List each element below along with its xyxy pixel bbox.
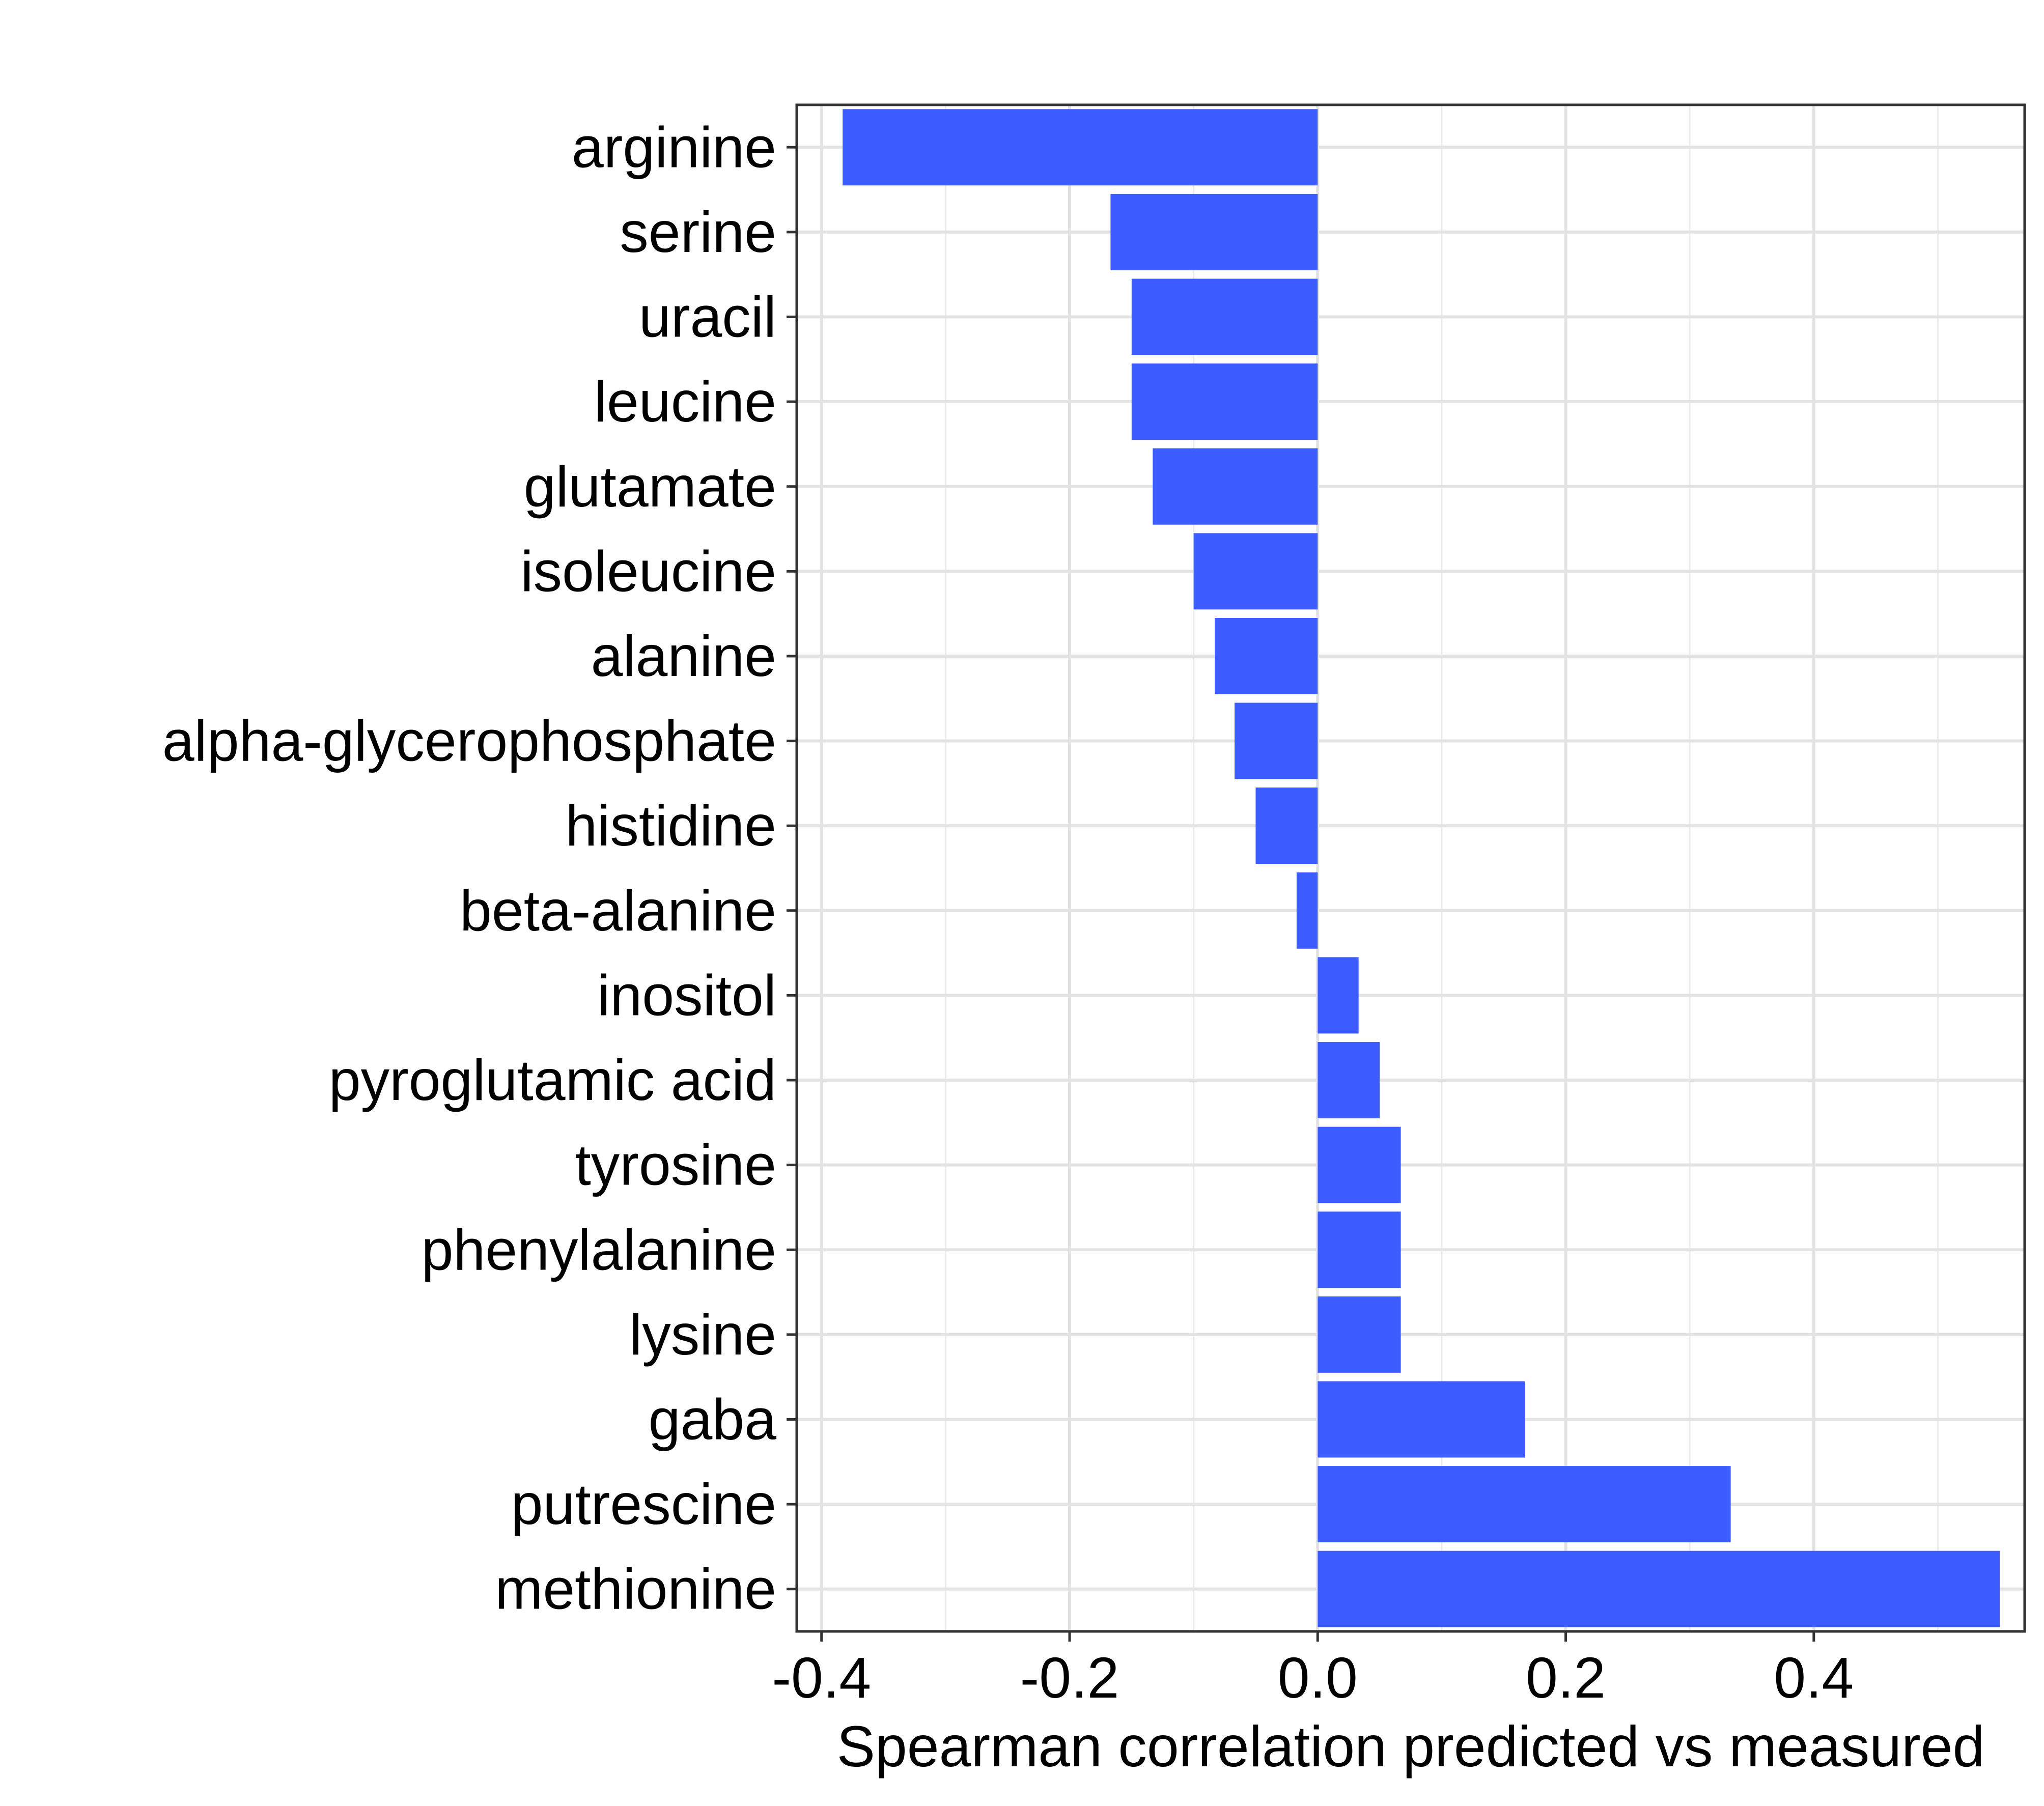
plot-border xyxy=(795,103,2026,1633)
x-axis: -0.4 -0.2 0.0 0.2 0.4 xyxy=(772,1631,1854,1710)
bar-gaba xyxy=(1318,1381,1525,1458)
y-tick-label: glutamate xyxy=(524,455,776,519)
x-tick-label: 0.0 xyxy=(1278,1646,1358,1710)
y-tick-label: methionine xyxy=(495,1557,776,1621)
y-tick-label: putrescine xyxy=(511,1472,776,1536)
bar-tyrosine xyxy=(1318,1126,1401,1203)
y-axis: arginine serine uracil leucine glutamate isol… xyxy=(162,115,797,1621)
bars xyxy=(843,109,2000,1627)
y-tick-label: histidine xyxy=(565,794,776,858)
y-tick-label: tyrosine xyxy=(575,1133,776,1197)
bar-histidine xyxy=(1255,787,1318,864)
bar-glutamate xyxy=(1153,448,1318,525)
y-tick-label: uracil xyxy=(639,285,776,349)
bar-inositol xyxy=(1318,957,1359,1034)
y-tick-label: serine xyxy=(620,200,776,264)
bar-putrescine xyxy=(1318,1466,1731,1543)
y-tick-label: leucine xyxy=(594,370,776,434)
y-tick-label: alpha-glycerophosphate xyxy=(162,709,776,773)
grid-lines xyxy=(797,105,2025,1631)
bar-lysine xyxy=(1318,1296,1401,1373)
x-axis-title: Spearman correlation predicted vs measur… xyxy=(837,1714,1985,1779)
bar-isoleucine xyxy=(1193,533,1318,610)
x-tick-label: -0.4 xyxy=(772,1646,871,1710)
y-tick-label: isoleucine xyxy=(520,539,776,603)
y-tick-label: arginine xyxy=(572,115,776,179)
y-tick-label: alanine xyxy=(591,624,776,688)
bar-beta-alanine xyxy=(1296,872,1318,949)
bar-uracil xyxy=(1131,278,1318,355)
y-tick-label: pyroglutamic acid xyxy=(329,1048,776,1112)
y-tick-label: inositol xyxy=(597,963,776,1027)
bar-pyroglutamic-acid xyxy=(1318,1042,1380,1119)
bar-alpha-glycerophosphate xyxy=(1235,702,1318,779)
y-tick-label: phenylalanine xyxy=(422,1218,776,1282)
plot-background xyxy=(797,105,2025,1631)
bar-serine xyxy=(1110,193,1318,270)
x-tick-label: 0.2 xyxy=(1526,1646,1606,1710)
bar-phenylalanine xyxy=(1318,1211,1401,1288)
y-tick-label: lysine xyxy=(629,1303,776,1367)
x-tick-label: 0.4 xyxy=(1774,1646,1854,1710)
y-tick-label: beta-alanine xyxy=(460,879,776,943)
bar-leucine xyxy=(1131,363,1318,440)
y-tick-label: gaba xyxy=(649,1387,777,1451)
bar-methionine xyxy=(1318,1550,2000,1627)
bar-alanine xyxy=(1215,617,1318,694)
x-tick-label: -0.2 xyxy=(1020,1646,1119,1710)
bar-arginine xyxy=(843,109,1318,186)
